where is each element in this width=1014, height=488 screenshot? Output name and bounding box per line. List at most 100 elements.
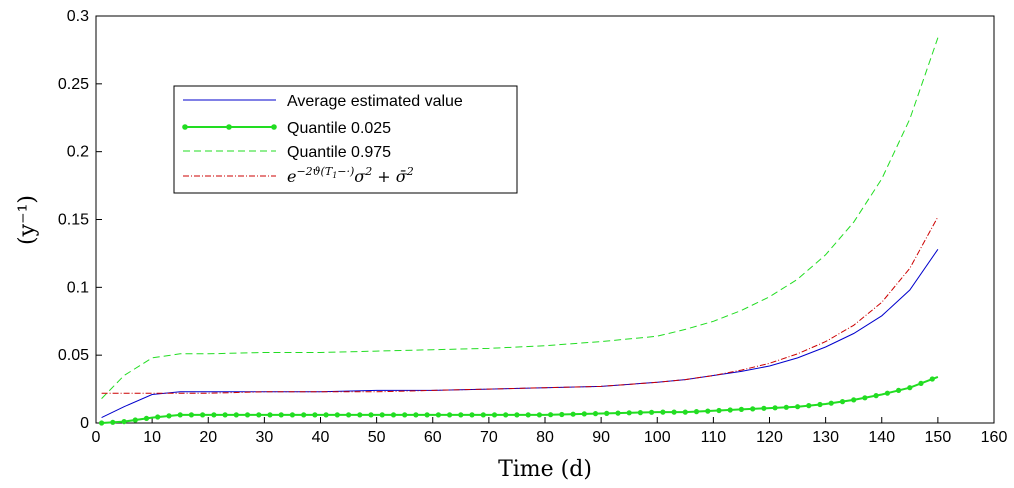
x-tick-label: 30 bbox=[255, 429, 273, 446]
series-point-quantile-025 bbox=[155, 414, 161, 420]
series-point-quantile-025 bbox=[435, 412, 441, 418]
x-tick-label: 40 bbox=[312, 429, 330, 446]
y-tick-label: 0.25 bbox=[58, 76, 89, 93]
series-point-quantile-025 bbox=[143, 415, 150, 421]
series-point-quantile-025 bbox=[738, 406, 745, 412]
series-point-quantile-025 bbox=[705, 408, 711, 414]
legend-marker-q025-2 bbox=[226, 124, 232, 130]
series-point-quantile-025 bbox=[346, 412, 352, 418]
series-point-quantile-025 bbox=[559, 411, 565, 418]
y-tick-label: 0.3 bbox=[67, 8, 89, 25]
x-axis-title: Time (d) bbox=[498, 457, 592, 482]
legend-label-average: Average estimated value bbox=[287, 93, 463, 110]
series-point-quantile-025 bbox=[548, 412, 554, 418]
series-point-quantile-025 bbox=[211, 412, 217, 418]
series-point-quantile-025 bbox=[750, 406, 756, 412]
series-point-quantile-025 bbox=[368, 412, 374, 418]
x-tick-label: 80 bbox=[536, 429, 554, 446]
series-point-quantile-025 bbox=[783, 404, 789, 410]
series-point-quantile-025 bbox=[323, 412, 329, 418]
series-point-quantile-025 bbox=[424, 412, 430, 418]
series-point-quantile-025 bbox=[907, 385, 913, 391]
series-point-quantile-025 bbox=[132, 417, 138, 423]
legend-box bbox=[173, 85, 518, 194]
x-tick-label: 60 bbox=[424, 429, 442, 446]
series-layer bbox=[99, 37, 939, 426]
series-point-quantile-025 bbox=[581, 411, 587, 417]
series-point-quantile-025 bbox=[896, 387, 902, 393]
y-tick-label: 0.15 bbox=[58, 212, 89, 229]
series-point-quantile-025 bbox=[873, 393, 879, 399]
y-tick-label: 0.2 bbox=[67, 144, 89, 161]
series-point-quantile-025 bbox=[615, 410, 621, 416]
series-point-quantile-025 bbox=[110, 419, 116, 425]
series-point-quantile-025 bbox=[716, 407, 722, 414]
series-line-quantile-975 bbox=[101, 37, 939, 399]
series-point-quantile-025 bbox=[413, 412, 419, 418]
x-tick-label: 140 bbox=[868, 429, 895, 446]
series-point-quantile-025 bbox=[244, 412, 251, 418]
series-point-quantile-025 bbox=[514, 412, 520, 418]
series-point-quantile-025 bbox=[649, 409, 655, 415]
series-point-quantile-025 bbox=[761, 405, 767, 411]
series-point-quantile-025 bbox=[626, 410, 632, 416]
series-line-quantile-025 bbox=[101, 375, 939, 424]
series-point-quantile-025 bbox=[637, 410, 644, 416]
series-point-quantile-025 bbox=[828, 400, 834, 406]
series-point-quantile-025 bbox=[795, 404, 801, 410]
series-point-quantile-025 bbox=[806, 403, 812, 409]
series-point-quantile-025 bbox=[402, 412, 408, 418]
series-point-quantile-025 bbox=[772, 405, 778, 411]
series-point-quantile-025 bbox=[671, 409, 677, 415]
series-point-quantile-025 bbox=[278, 412, 284, 418]
series-point-quantile-025 bbox=[312, 412, 318, 418]
legend-label-q025: Quantile 0.025 bbox=[287, 120, 391, 137]
series-point-quantile-025 bbox=[862, 395, 868, 401]
series-point-quantile-025 bbox=[200, 412, 206, 418]
series-point-quantile-025 bbox=[301, 412, 307, 418]
y-tick-label: 0.05 bbox=[58, 347, 89, 364]
series-point-quantile-025 bbox=[727, 407, 733, 413]
series-point-quantile-025 bbox=[447, 412, 453, 418]
x-tick-label: 150 bbox=[925, 429, 952, 446]
series-point-quantile-025 bbox=[458, 412, 464, 418]
x-tick-label: 0 bbox=[92, 429, 101, 446]
series-point-quantile-025 bbox=[177, 412, 183, 418]
series-point-quantile-025 bbox=[166, 413, 172, 419]
x-tick-label: 70 bbox=[480, 429, 498, 446]
series-point-quantile-025 bbox=[682, 409, 688, 415]
series-point-quantile-025 bbox=[267, 412, 273, 418]
series-point-quantile-025 bbox=[592, 411, 599, 417]
series-point-quantile-025 bbox=[839, 399, 846, 405]
series-point-quantile-025 bbox=[604, 410, 610, 416]
y-axis: 0 0.05 0.1 0.15 0.2 0.25 0.3 bbox=[58, 8, 102, 432]
plot-frame bbox=[95, 15, 995, 424]
x-tick-label: 90 bbox=[592, 429, 610, 446]
series-point-quantile-025 bbox=[469, 412, 475, 418]
series-point-quantile-025 bbox=[121, 419, 127, 425]
series-point-quantile-025 bbox=[503, 412, 509, 418]
y-tick-label: 0.1 bbox=[67, 279, 89, 296]
series-point-quantile-025 bbox=[188, 412, 194, 418]
series-point-quantile-025 bbox=[233, 412, 239, 418]
series-point-quantile-025 bbox=[379, 412, 385, 418]
series-point-quantile-025 bbox=[817, 401, 823, 408]
legend-marker-q025-3 bbox=[271, 124, 277, 130]
series-point-quantile-025 bbox=[660, 409, 666, 415]
x-tick-label: 130 bbox=[812, 429, 839, 446]
legend: Average estimated value Quantile 0.025 Q… bbox=[173, 85, 518, 194]
series-point-quantile-025 bbox=[929, 376, 935, 382]
series-point-quantile-025 bbox=[693, 409, 700, 415]
series-point-quantile-025 bbox=[918, 380, 924, 386]
series-point-quantile-025 bbox=[884, 390, 891, 396]
series-point-quantile-025 bbox=[99, 420, 105, 426]
series-point-quantile-025 bbox=[536, 412, 543, 418]
x-tick-label: 50 bbox=[368, 429, 386, 446]
series-point-quantile-025 bbox=[525, 412, 531, 418]
legend-marker-q025-1 bbox=[182, 124, 188, 130]
x-tick-label: 100 bbox=[644, 429, 671, 446]
x-tick-label: 120 bbox=[756, 429, 783, 446]
series-point-quantile-025 bbox=[390, 412, 397, 418]
x-tick-label: 20 bbox=[199, 429, 217, 446]
